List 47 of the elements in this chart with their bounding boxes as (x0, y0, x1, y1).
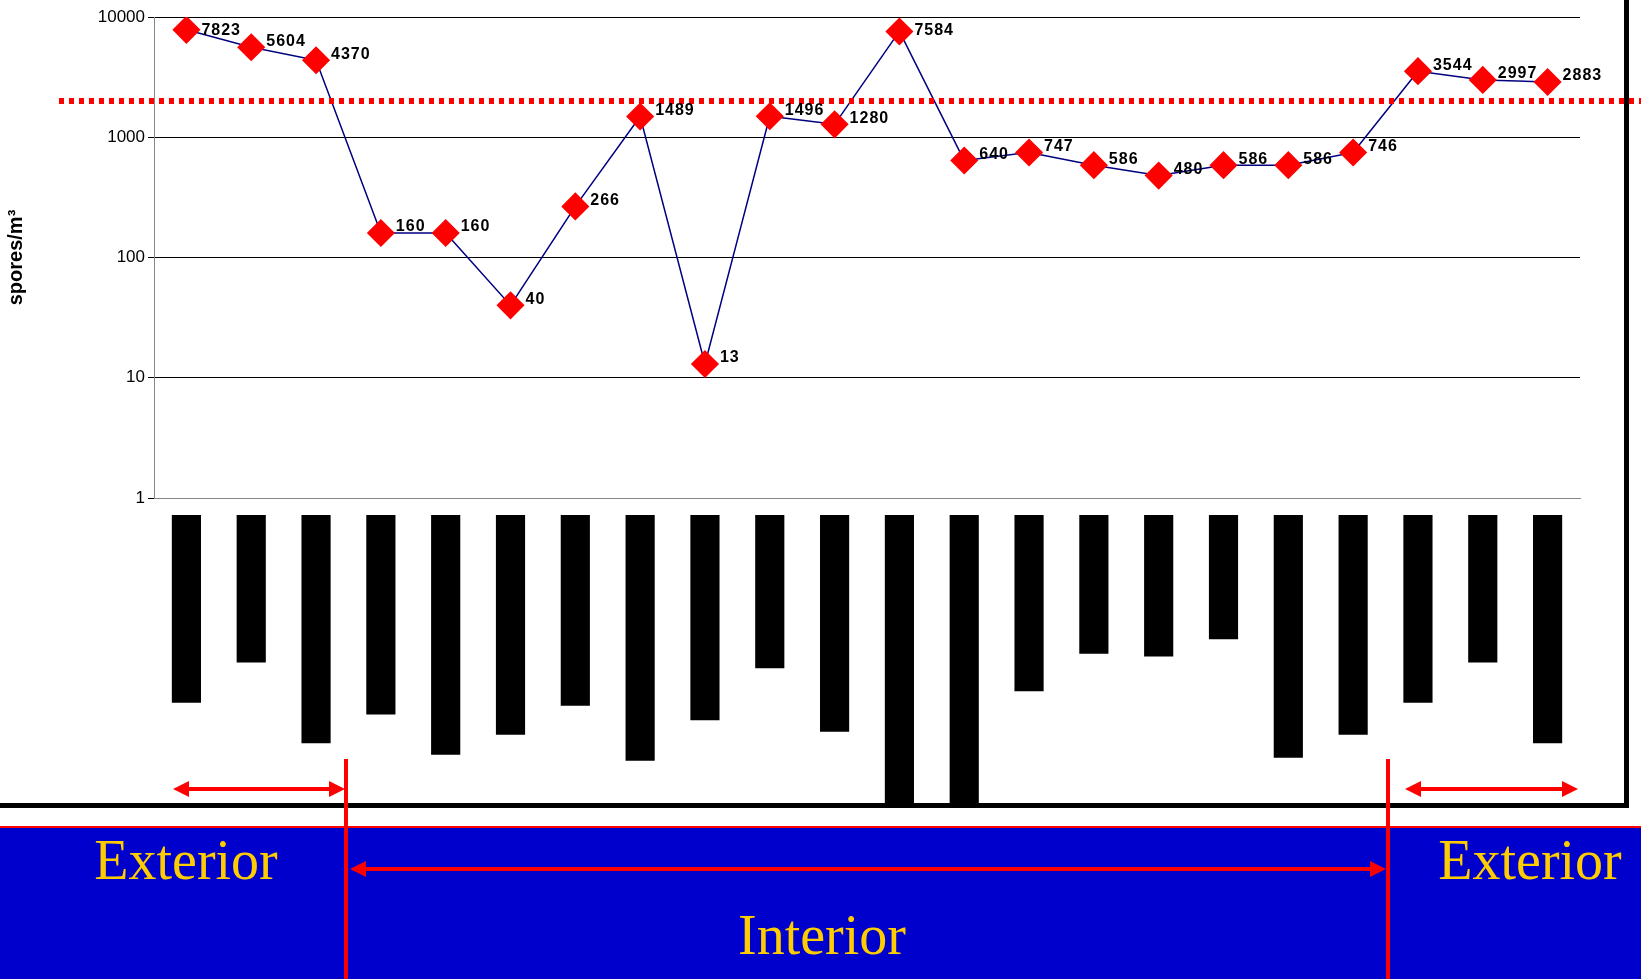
point (626, 102, 654, 131)
data-label: 7823 (201, 21, 241, 39)
data-label: 3544 (1432, 55, 1473, 73)
y-tick-label: 10 (126, 367, 145, 387)
point (1015, 138, 1043, 167)
data-label: 4370 (331, 44, 371, 62)
text: Exterior (94, 828, 278, 892)
data-label: 1280 (849, 108, 890, 126)
data-label: 7584 (914, 21, 954, 39)
point (1209, 151, 1238, 179)
data-label: 2883 (1562, 66, 1603, 84)
point (561, 192, 590, 221)
data-label: 586 (1238, 149, 1269, 167)
point (1274, 151, 1303, 179)
point (302, 46, 330, 74)
data-label: 160 (460, 217, 491, 235)
point (367, 219, 395, 247)
data-label: 746 (1368, 136, 1398, 154)
point (1339, 138, 1367, 167)
data-label: 747 (1044, 136, 1074, 154)
y-tick-label: 1 (135, 487, 145, 507)
data-label: 266 (590, 190, 621, 208)
y-axis-title: spores/m³ (3, 209, 26, 306)
data-label: 160 (395, 217, 426, 235)
data-label: 2997 (1497, 64, 1538, 82)
point (1404, 57, 1432, 85)
point (237, 33, 265, 61)
data-label: 5604 (266, 31, 306, 49)
y-tick-label: 1000 (107, 126, 145, 146)
point (885, 17, 914, 46)
data-label: 1496 (784, 100, 825, 118)
data-label: 40 (525, 289, 546, 307)
point (756, 102, 784, 130)
point (691, 350, 719, 378)
point (950, 146, 978, 175)
point (431, 219, 460, 247)
point (496, 291, 525, 320)
data-label: 586 (1108, 149, 1139, 167)
y-tick-label: 10000 (97, 6, 145, 26)
point (172, 17, 201, 44)
text: Exterior (1438, 828, 1622, 892)
text: Interior (738, 903, 906, 967)
data-label: 1489 (655, 100, 695, 118)
data-label: 13 (719, 348, 740, 366)
point (1144, 161, 1173, 190)
y-tick-label: 100 (116, 247, 145, 267)
point (1080, 151, 1108, 179)
